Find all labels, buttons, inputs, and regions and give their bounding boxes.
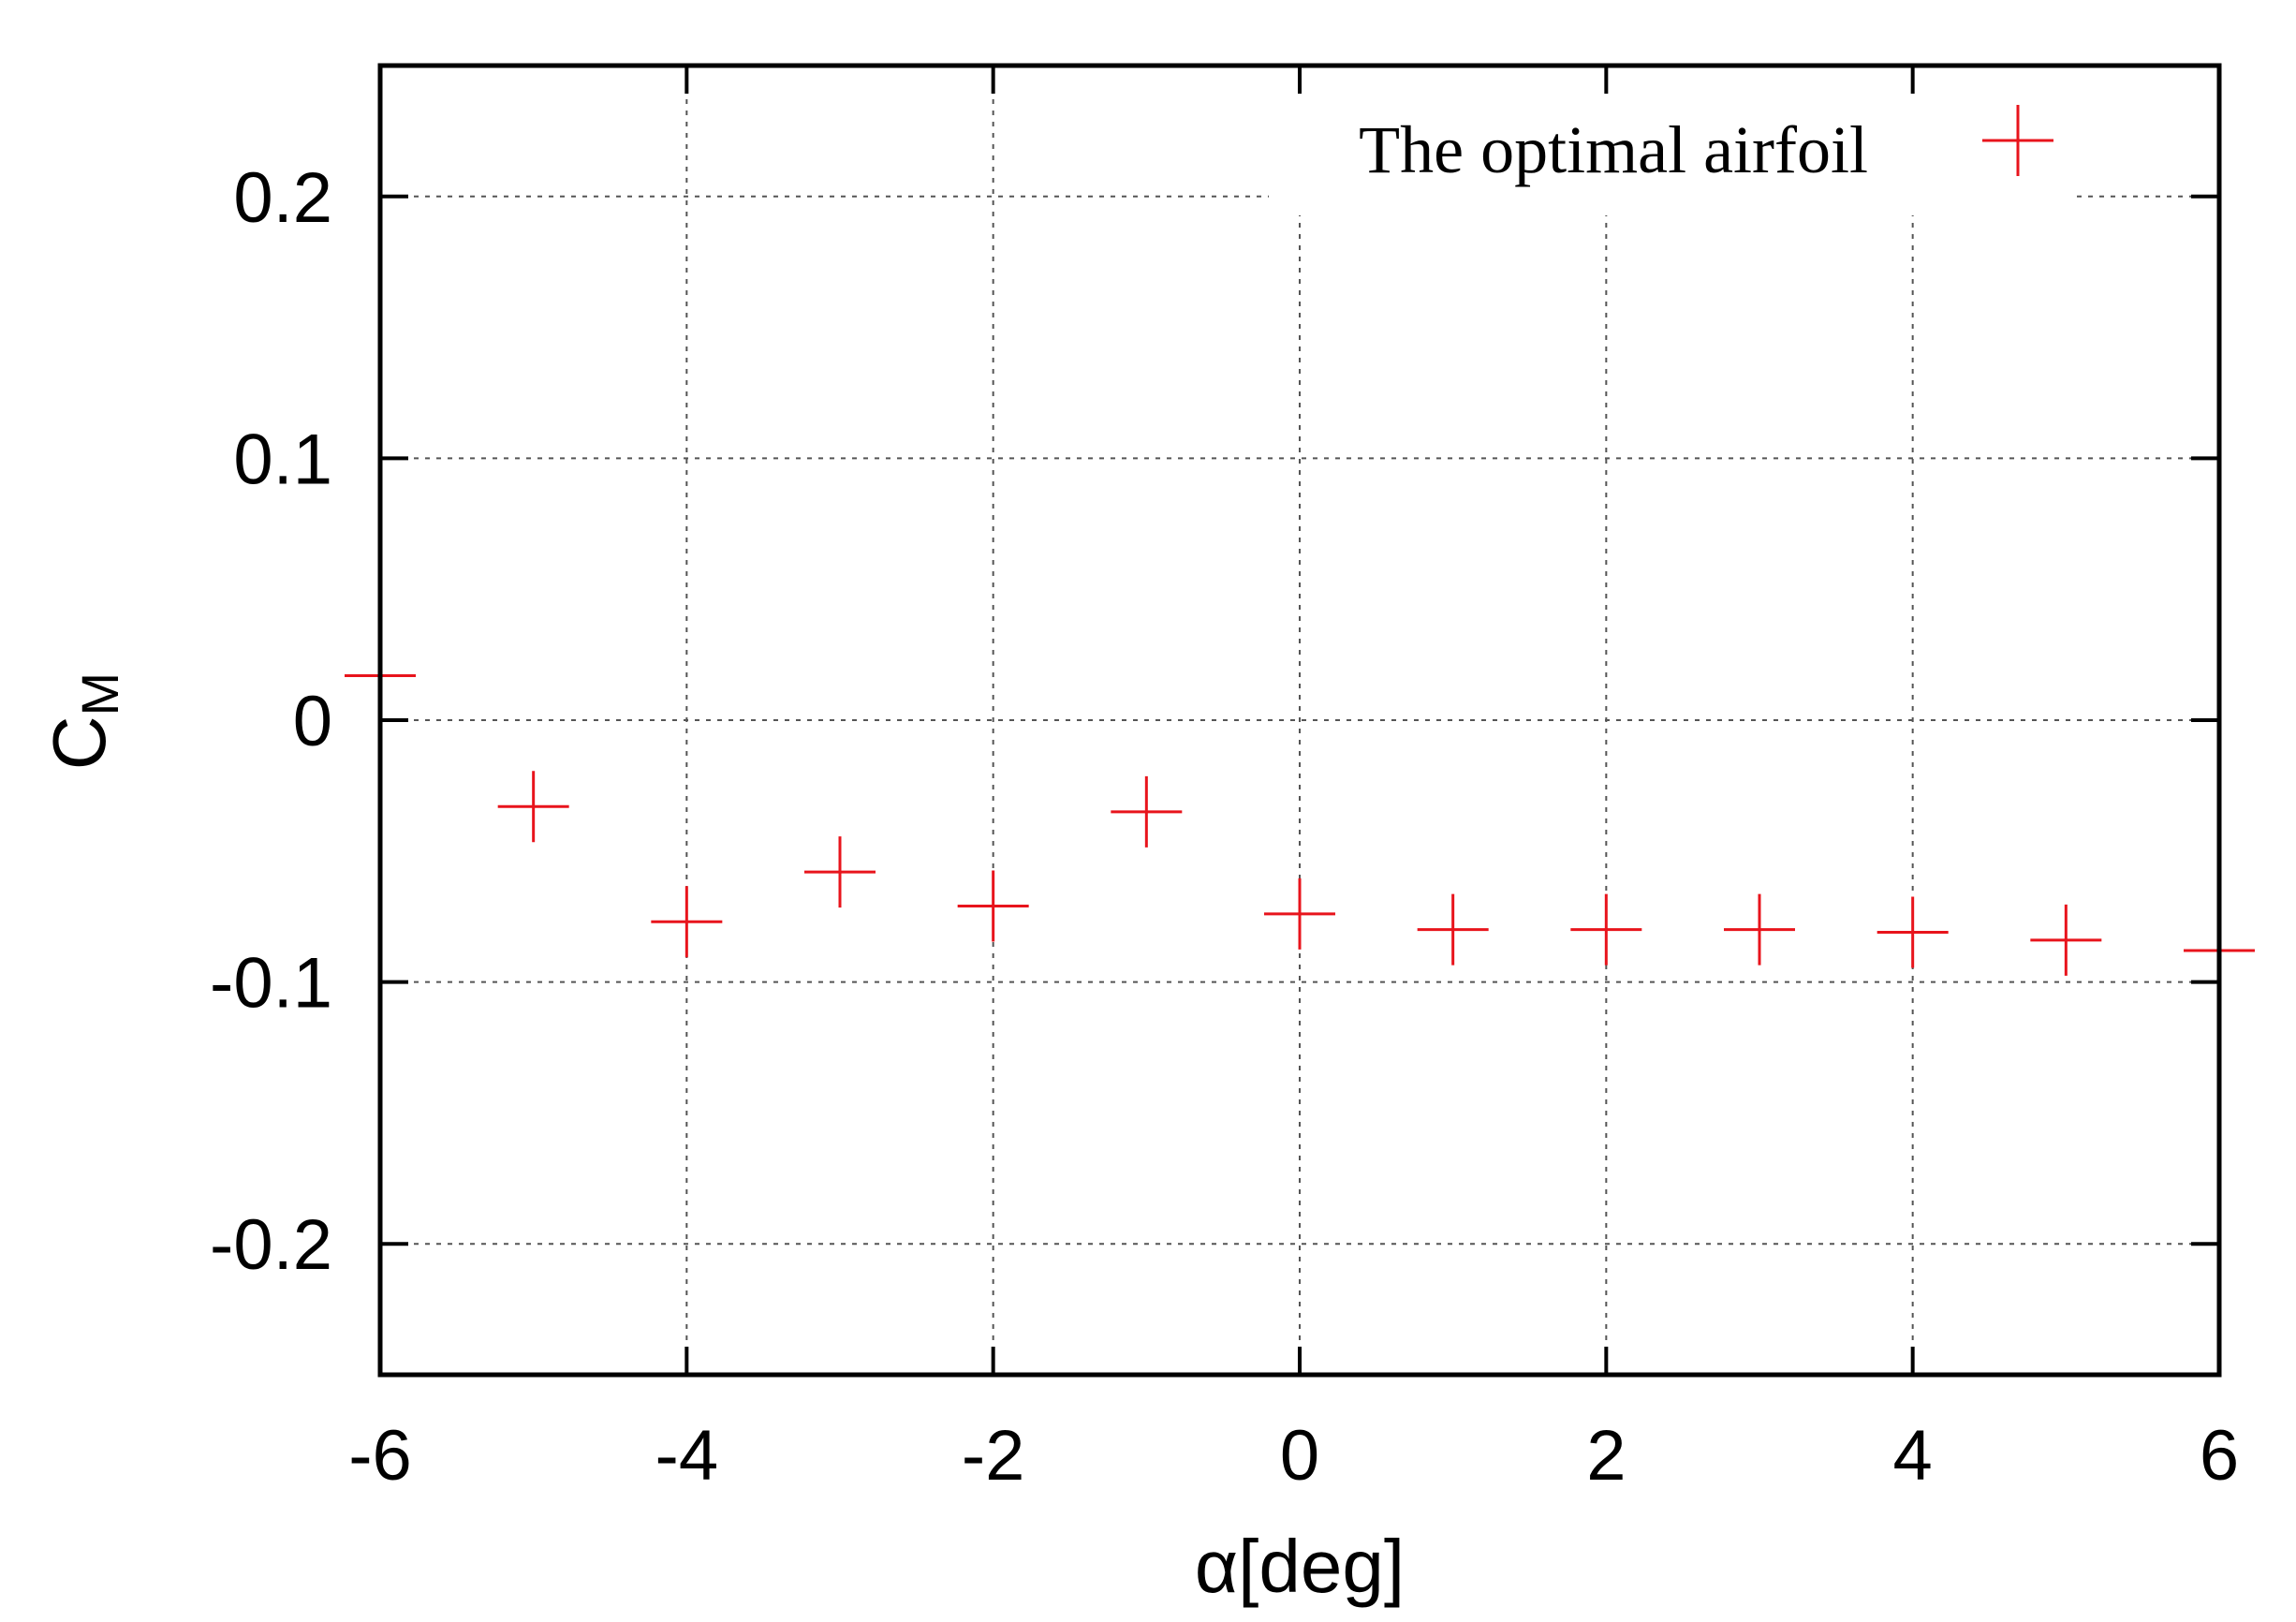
- y-tick-labels: 0.2 0.1 0 -0.1 -0.2: [210, 158, 332, 1285]
- plot-frame: [377, 63, 2222, 1378]
- x-tick-labels: -6 -4 -2 0 2 4 6: [348, 1416, 2239, 1496]
- y-axis-label-main: C: [37, 715, 121, 770]
- x-tick-label: -6: [348, 1416, 412, 1496]
- data-point: [804, 836, 876, 908]
- axis-ticks: [378, 66, 2221, 1375]
- x-tick-label: -2: [962, 1416, 1025, 1496]
- data-point: [2030, 904, 2102, 976]
- legend-label: The optimal airfoil: [1359, 112, 1868, 187]
- y-tick-label: 0: [293, 682, 332, 761]
- data-point: [1417, 893, 1489, 966]
- data-point: [1264, 877, 1335, 950]
- x-tick-label: 6: [2200, 1416, 2239, 1496]
- data-point: [651, 886, 723, 958]
- x-axis-label: α[deg]: [1195, 1525, 1405, 1608]
- data-point: [497, 771, 569, 843]
- y-tick-label: -0.1: [210, 944, 332, 1024]
- y-tick-label: 0.1: [233, 420, 332, 499]
- x-tick-label: 2: [1586, 1416, 1626, 1496]
- data-point: [1724, 893, 1795, 966]
- legend: The optimal airfoil: [1269, 94, 2074, 215]
- data-point: [1877, 896, 1949, 968]
- y-tick-label: -0.2: [210, 1205, 332, 1285]
- grid-lines: [380, 66, 2219, 1375]
- data-point: [957, 870, 1029, 942]
- y-tick-label: 0.2: [233, 158, 332, 238]
- legend-background: [1269, 94, 2074, 215]
- data-point: [1570, 893, 1642, 966]
- data-points: [345, 640, 2255, 987]
- x-tick-label: -4: [655, 1416, 719, 1496]
- y-axis-label-subscript: M: [70, 672, 129, 716]
- data-point: [1111, 775, 1183, 848]
- x-tick-label: 0: [1280, 1416, 1319, 1496]
- svg-text:CM: CM: [37, 672, 129, 770]
- y-axis-label: CM: [37, 672, 129, 770]
- x-tick-label: 4: [1893, 1416, 1933, 1496]
- legend-marker: [1982, 105, 2053, 176]
